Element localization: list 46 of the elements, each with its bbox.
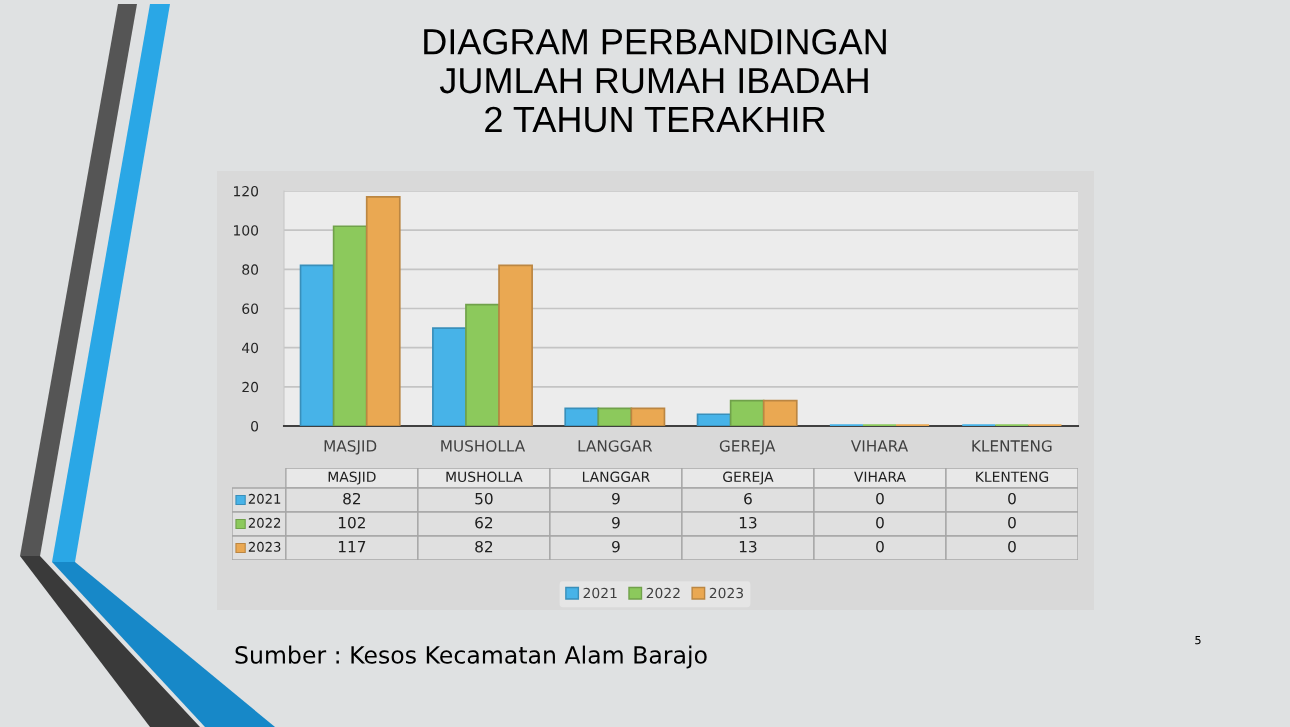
- y-tick-label: 60: [242, 303, 259, 314]
- data-label: 0: [876, 516, 884, 529]
- text: 2021: [583, 587, 617, 599]
- data-label: 62: [475, 516, 493, 529]
- x-tick-label: LANGGAR: [578, 440, 653, 452]
- data-label: 82: [343, 492, 361, 505]
- data-label: 82: [475, 540, 493, 553]
- legend-label: 2021: [248, 493, 281, 504]
- legend-label: 2022: [248, 517, 281, 528]
- text: 5: [1195, 635, 1201, 645]
- category-label: KLENTENG: [976, 471, 1049, 483]
- data-label: 0: [1008, 492, 1016, 505]
- y-tick-label: 20: [242, 381, 259, 393]
- legend-label: 2023: [248, 541, 281, 552]
- y-tick-label: 40: [242, 342, 259, 354]
- x-tick-label: KLENTENG: [972, 440, 1052, 452]
- category-label: MASJID: [328, 471, 376, 485]
- x-tick-label: MASJID: [324, 440, 377, 455]
- data-label: 102: [338, 516, 365, 529]
- text: Sumber : Kesos Kecamatan Alam Barajo: [235, 645, 707, 669]
- data-label: 117: [338, 541, 366, 553]
- data-label: 13: [739, 540, 757, 553]
- data-label: 0: [876, 492, 884, 505]
- category-label: LANGGAR: [582, 471, 650, 483]
- data-label: 0: [1008, 540, 1016, 553]
- y-tick-label: 80: [242, 264, 259, 275]
- category-label: VIHARA: [854, 471, 906, 482]
- data-label: 9: [612, 516, 620, 529]
- category-label: MUSHOLLA: [446, 471, 523, 483]
- x-tick-label: MUSHOLLA: [441, 440, 526, 452]
- y-tick-label: 100: [234, 225, 259, 236]
- y-tick-label: 0: [251, 420, 259, 432]
- data-label: 0: [1008, 516, 1016, 529]
- text: 2022: [646, 587, 680, 599]
- category-label: GEREJA: [723, 471, 774, 485]
- x-tick-label: VIHARA: [850, 440, 909, 452]
- data-label: 9: [612, 492, 620, 505]
- text: 2023: [709, 587, 744, 599]
- data-label: 0: [876, 540, 884, 553]
- chart-title: DIAGRAM PERBANDINGAN JUMLAH RUMAH IBADAH 2 TAHUN TERAKHIR: [424, 28, 886, 133]
- data-label: 9: [612, 540, 620, 553]
- y-tick-label: 120: [234, 185, 259, 197]
- data-label: 13: [739, 516, 757, 529]
- x-tick-label: GEREJA: [719, 440, 776, 455]
- data-label: 50: [475, 492, 493, 505]
- data-label: 6: [744, 492, 752, 505]
